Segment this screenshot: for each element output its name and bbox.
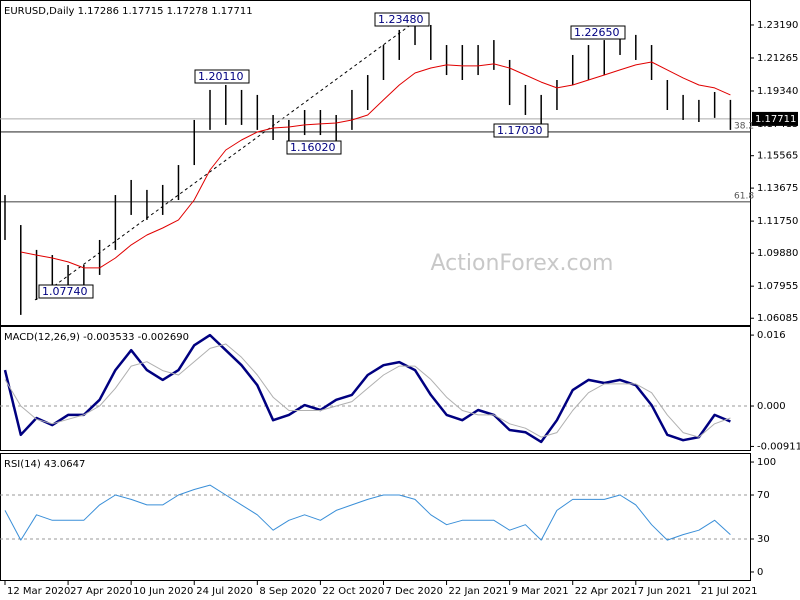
panel-title: RSI(14) 43.0647 [4, 459, 85, 470]
annotation-box [570, 25, 626, 40]
fib-label: 61.8 [734, 191, 754, 201]
x-tick-label: 24 Jul 2020 [196, 586, 253, 597]
annotation: 1.17030 [497, 124, 543, 137]
y-tick-label: 1.09880 [757, 248, 798, 259]
y-tick-label: 1.13675 [757, 183, 798, 194]
panel-frame [0, 0, 751, 326]
watermark: ActionForex.com [431, 251, 614, 276]
x-tick-label: 22 Oct 2020 [322, 586, 384, 597]
fib-label: 38.2 [734, 121, 754, 131]
panel-frame [0, 326, 751, 451]
annotation-box [38, 284, 94, 299]
y-tick-label: 30 [757, 534, 770, 545]
x-tick-label: 10 Jun 2020 [133, 586, 193, 597]
annotation: 1.07740 [42, 285, 88, 298]
annotation-box [493, 123, 549, 138]
y-tick-label: 1.23190 [757, 20, 798, 31]
x-tick-label: 8 Sep 2020 [259, 586, 316, 597]
x-tick-label: 12 Mar 2020 [7, 586, 70, 597]
y-tick-label: 1.19340 [757, 86, 798, 97]
indicator-line [3, 333, 731, 444]
x-tick-label: 22 Jan 2021 [449, 586, 509, 597]
y-tick-label: 1.21265 [757, 53, 798, 64]
panel-frame [0, 453, 751, 581]
y-tick-label: 70 [757, 490, 770, 501]
moving-average [20, 61, 731, 269]
annotation: 1.23480 [378, 13, 424, 26]
y-tick-label: 1.11750 [757, 216, 798, 227]
annotation: 1.16020 [290, 141, 336, 154]
indicator-line [4, 343, 731, 438]
annotation-box [194, 69, 250, 84]
last-price-label: 1.17711 [755, 114, 796, 125]
annotation-box [286, 140, 342, 155]
last-price-box [752, 111, 798, 126]
y-tick-label: 1.07955 [757, 281, 798, 292]
y-tick-label: -0.009116 [757, 441, 800, 452]
y-tick-label: 100 [757, 457, 776, 468]
panel-title: MACD(12,26,9) -0.003533 -0.002690 [4, 332, 189, 343]
x-tick-label: 7 Jun 2021 [638, 586, 692, 597]
y-tick-label: 0.000 [757, 401, 786, 412]
x-tick-label: 7 Dec 2020 [385, 586, 443, 597]
x-tick-label: 9 Mar 2021 [512, 586, 569, 597]
x-tick-label: 22 Apr 2021 [575, 586, 637, 597]
annotation: 1.22650 [574, 26, 620, 39]
y-tick-label: 0 [757, 567, 763, 578]
y-tick-label: 1.06085 [757, 313, 798, 324]
indicator-line [4, 484, 731, 541]
x-tick-label: 21 Jul 2021 [701, 586, 758, 597]
x-tick-label: 27 Apr 2020 [70, 586, 132, 597]
y-tick-label: 0.016 [757, 330, 786, 341]
annotation: 1.20110 [198, 70, 244, 83]
panel-title: EURUSD,Daily 1.17286 1.17715 1.17278 1.1… [4, 6, 253, 17]
annotation-box [374, 12, 430, 27]
y-tick-label: 1.15565 [757, 151, 798, 162]
